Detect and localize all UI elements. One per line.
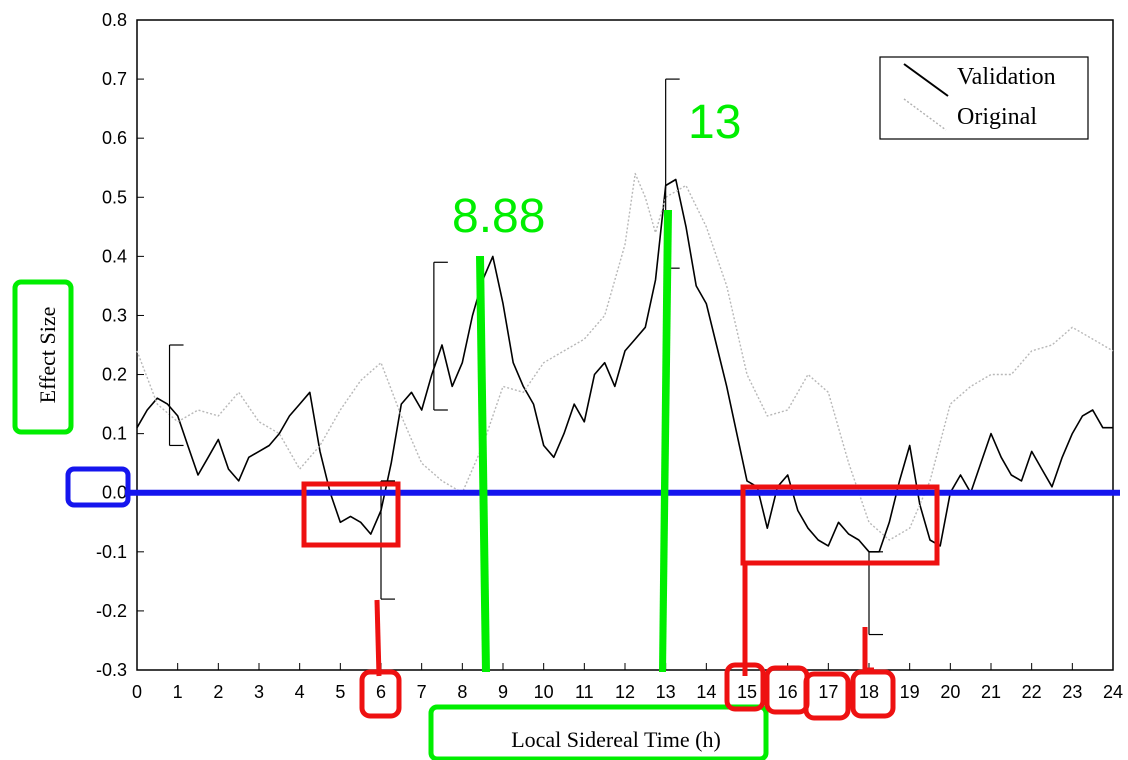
x-tick-label: 13 <box>656 682 676 702</box>
legend-swatch-validation <box>903 63 949 97</box>
tick-box-18 <box>850 669 896 719</box>
connector-6h <box>374 599 382 677</box>
legend: Validation Original <box>879 56 1089 140</box>
axes-layer: -0.3 -0.2 -0.1 0.0 0.1 0.2 0.3 0.4 0.5 0.6 0.7 0.8 0… <box>96 10 1123 702</box>
x-tick-label: 14 <box>696 682 716 702</box>
x-tick-label: 12 <box>615 682 635 702</box>
x-tick-label: 9 <box>498 682 508 702</box>
x-tick-label: 17 <box>818 682 838 702</box>
x-tick-label: 0 <box>132 682 142 702</box>
annotation-layer <box>12 210 1120 760</box>
y-tick-label: 0.2 <box>102 365 127 385</box>
x-tick-label: 18 <box>859 682 879 702</box>
legend-label-validation: Validation <box>957 64 1056 90</box>
x-tick-label: 22 <box>1022 682 1042 702</box>
y-tick-label: 0.5 <box>102 187 127 207</box>
x-tick-label: 21 <box>981 682 1001 702</box>
y-axis-title-box <box>12 279 74 435</box>
y-tick-label: 0.7 <box>102 69 127 89</box>
tick-box-6 <box>359 669 402 719</box>
x-tick-label: 16 <box>778 682 798 702</box>
legend-label-original: Original <box>957 104 1037 130</box>
x-tick-label: 4 <box>295 682 305 702</box>
y-tick-label: -0.1 <box>96 542 127 562</box>
peak-line-13 <box>659 210 672 672</box>
dip-region-box-6h <box>301 481 401 548</box>
tick-box-15 <box>724 662 766 712</box>
y-tick-label: 0.8 <box>102 10 127 30</box>
x-tick-label: 5 <box>335 682 345 702</box>
dip-region-box-15-19h <box>740 484 940 566</box>
y-tick-label: 0.3 <box>102 305 127 325</box>
annotation-label-8-88: 8.88 <box>452 190 545 243</box>
y-tick-label: 0.1 <box>102 424 127 444</box>
x-axis-title: Local Sidereal Time (h) <box>511 727 721 752</box>
series-line-validation <box>136 178 1113 553</box>
y-tick-label: -0.3 <box>96 660 127 680</box>
annotation-label-13: 13 <box>688 96 741 149</box>
error-bars-layer <box>168 78 883 636</box>
x-tick-label: 3 <box>254 682 264 702</box>
y-tick-label: 0.0 <box>102 483 127 503</box>
x-tick-label: 7 <box>417 682 427 702</box>
y-tick-label: -0.2 <box>96 601 127 621</box>
y-axis-title: Effect Size <box>35 307 60 404</box>
y-tick-label: 0.4 <box>102 246 127 266</box>
legend-swatch-original <box>903 98 947 131</box>
x-axis-title-box <box>428 704 769 760</box>
x-tick-label: 19 <box>900 682 920 702</box>
x-tick-label: 8 <box>457 682 467 702</box>
y-tick-label: 0.6 <box>102 128 127 148</box>
x-tick-label: 24 <box>1103 682 1123 702</box>
x-tick-label: 1 <box>173 682 183 702</box>
tick-box-17 <box>803 671 851 721</box>
x-tick-label: 23 <box>1062 682 1082 702</box>
x-tick-label: 2 <box>213 682 223 702</box>
x-tick-label: 6 <box>376 682 386 702</box>
x-tick-label: 15 <box>737 682 757 702</box>
x-tick-label: 11 <box>575 682 594 702</box>
zero-label-box <box>65 466 131 508</box>
peak-line-8-88 <box>476 256 490 672</box>
x-tick-label: 20 <box>940 682 960 702</box>
x-tick-label: 10 <box>534 682 554 702</box>
series-line-original <box>136 172 1114 541</box>
